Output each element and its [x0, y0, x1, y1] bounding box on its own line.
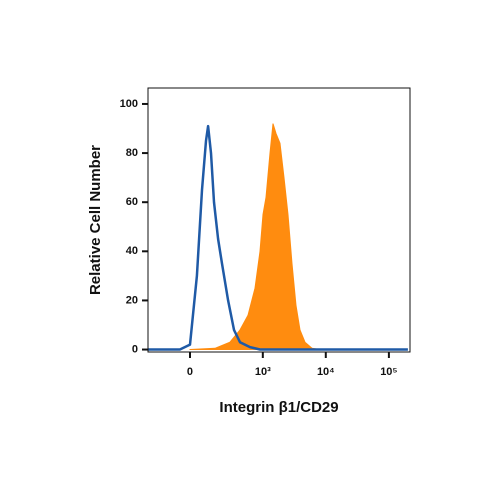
x-tick-label: 10⁴: [317, 366, 335, 378]
y-tick-label: 100: [120, 98, 138, 110]
y-tick-label: 20: [126, 294, 138, 306]
histogram-area: [189, 123, 321, 351]
x-tick-label: 10⁵: [380, 366, 397, 378]
y-tick-label: 40: [126, 245, 138, 257]
histogram-line: [148, 124, 408, 351]
x-axis-title: Integrin β1/CD29: [219, 399, 338, 416]
x-tick-label: 0: [187, 366, 193, 378]
y-tick-label: 60: [126, 196, 138, 208]
y-axis-title: Relative Cell Number: [87, 145, 104, 295]
plot-frame: [147, 87, 411, 353]
x-tick-label: 10³: [255, 366, 271, 378]
y-tick-label: 0: [132, 343, 138, 355]
y-tick-label: 80: [126, 147, 138, 159]
